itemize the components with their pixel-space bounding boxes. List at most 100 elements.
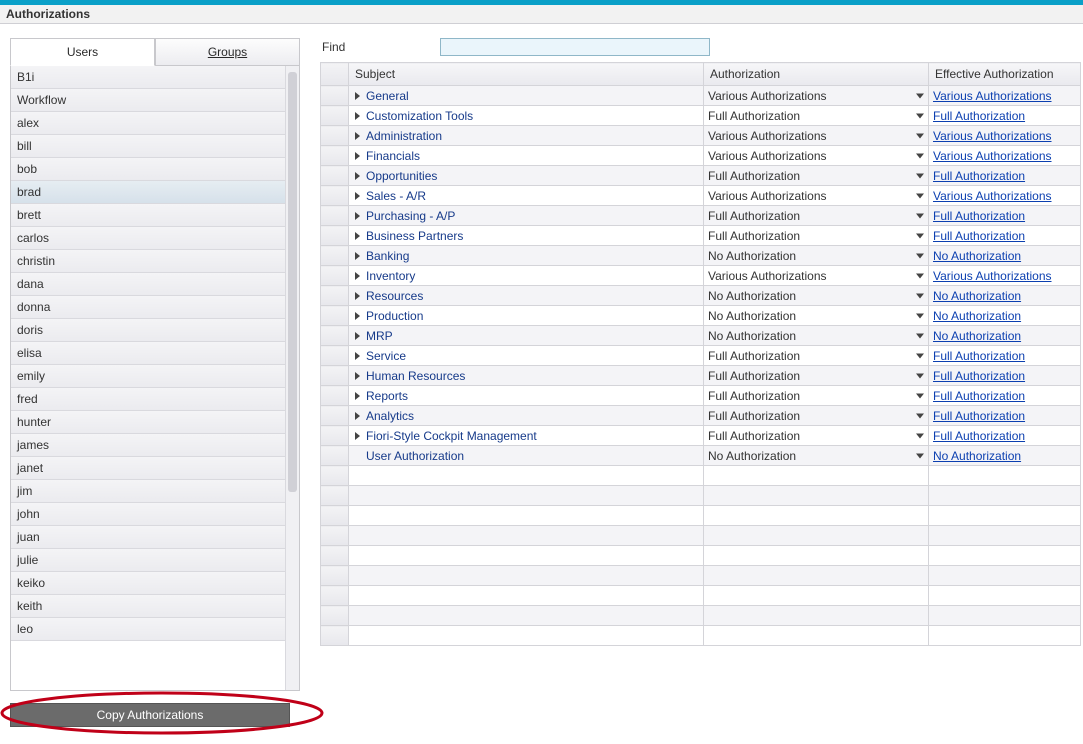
- grid-row-handle[interactable]: [321, 366, 349, 386]
- grid-header-effective[interactable]: Effective Authorization: [929, 63, 1081, 86]
- effective-link[interactable]: No Authorization: [933, 249, 1021, 263]
- user-row[interactable]: john: [11, 503, 285, 526]
- expand-icon[interactable]: [355, 212, 360, 220]
- user-row[interactable]: brett: [11, 204, 285, 227]
- effective-link[interactable]: Full Authorization: [933, 409, 1025, 423]
- user-row[interactable]: brad: [11, 181, 285, 204]
- grid-row-handle[interactable]: [321, 546, 349, 566]
- expand-icon[interactable]: [355, 192, 360, 200]
- grid-row-handle[interactable]: [321, 506, 349, 526]
- authorization-cell[interactable]: Various Authorizations: [704, 126, 929, 146]
- authorization-cell[interactable]: Full Authorization: [704, 166, 929, 186]
- user-row[interactable]: janet: [11, 457, 285, 480]
- expand-icon[interactable]: [355, 112, 360, 120]
- chevron-down-icon[interactable]: [916, 193, 924, 198]
- expand-icon[interactable]: [355, 232, 360, 240]
- grid-row-handle[interactable]: [321, 86, 349, 106]
- grid-row-handle[interactable]: [321, 266, 349, 286]
- subject-cell[interactable]: Financials: [349, 146, 704, 166]
- authorization-cell[interactable]: No Authorization: [704, 306, 929, 326]
- effective-link[interactable]: Full Authorization: [933, 389, 1025, 403]
- user-row[interactable]: elisa: [11, 342, 285, 365]
- subject-cell[interactable]: Reports: [349, 386, 704, 406]
- user-row[interactable]: james: [11, 434, 285, 457]
- effective-link[interactable]: Various Authorizations: [933, 89, 1052, 103]
- grid-row-handle[interactable]: [321, 466, 349, 486]
- authorization-cell[interactable]: Full Authorization: [704, 366, 929, 386]
- effective-link[interactable]: Full Authorization: [933, 109, 1025, 123]
- find-input[interactable]: [440, 38, 710, 56]
- user-row[interactable]: keith: [11, 595, 285, 618]
- effective-link[interactable]: Full Authorization: [933, 169, 1025, 183]
- subject-cell[interactable]: General: [349, 86, 704, 106]
- expand-icon[interactable]: [355, 152, 360, 160]
- grid-header-subject[interactable]: Subject: [349, 63, 704, 86]
- chevron-down-icon[interactable]: [916, 413, 924, 418]
- grid-row-handle[interactable]: [321, 526, 349, 546]
- expand-icon[interactable]: [355, 172, 360, 180]
- chevron-down-icon[interactable]: [916, 433, 924, 438]
- expand-icon[interactable]: [355, 352, 360, 360]
- subject-cell[interactable]: Opportunities: [349, 166, 704, 186]
- authorization-cell[interactable]: Full Authorization: [704, 386, 929, 406]
- effective-link[interactable]: Various Authorizations: [933, 129, 1052, 143]
- user-row[interactable]: leo: [11, 618, 285, 641]
- effective-link[interactable]: No Authorization: [933, 449, 1021, 463]
- chevron-down-icon[interactable]: [916, 133, 924, 138]
- subject-cell[interactable]: Inventory: [349, 266, 704, 286]
- user-row[interactable]: carlos: [11, 227, 285, 250]
- subject-cell[interactable]: Resources: [349, 286, 704, 306]
- subject-cell[interactable]: Purchasing - A/P: [349, 206, 704, 226]
- subject-cell[interactable]: Sales - A/R: [349, 186, 704, 206]
- grid-row-handle[interactable]: [321, 386, 349, 406]
- expand-icon[interactable]: [355, 392, 360, 400]
- subject-cell[interactable]: Production: [349, 306, 704, 326]
- expand-icon[interactable]: [355, 372, 360, 380]
- user-row[interactable]: B1i: [11, 66, 285, 89]
- grid-row-handle[interactable]: [321, 106, 349, 126]
- tab-users[interactable]: Users: [10, 38, 155, 66]
- chevron-down-icon[interactable]: [916, 253, 924, 258]
- user-row[interactable]: donna: [11, 296, 285, 319]
- subject-cell[interactable]: User Authorization: [349, 446, 704, 466]
- subject-cell[interactable]: Service: [349, 346, 704, 366]
- expand-icon[interactable]: [355, 412, 360, 420]
- chevron-down-icon[interactable]: [916, 173, 924, 178]
- grid-row-handle[interactable]: [321, 246, 349, 266]
- authorization-cell[interactable]: No Authorization: [704, 246, 929, 266]
- grid-row-handle[interactable]: [321, 146, 349, 166]
- user-row[interactable]: bob: [11, 158, 285, 181]
- chevron-down-icon[interactable]: [916, 213, 924, 218]
- user-row[interactable]: alex: [11, 112, 285, 135]
- expand-icon[interactable]: [355, 92, 360, 100]
- authorization-cell[interactable]: No Authorization: [704, 286, 929, 306]
- user-row[interactable]: jim: [11, 480, 285, 503]
- user-row[interactable]: bill: [11, 135, 285, 158]
- user-row[interactable]: emily: [11, 365, 285, 388]
- user-row[interactable]: fred: [11, 388, 285, 411]
- grid-row-handle[interactable]: [321, 626, 349, 646]
- grid-row-handle[interactable]: [321, 486, 349, 506]
- authorization-cell[interactable]: Various Authorizations: [704, 186, 929, 206]
- effective-link[interactable]: No Authorization: [933, 289, 1021, 303]
- grid-row-handle[interactable]: [321, 226, 349, 246]
- chevron-down-icon[interactable]: [916, 113, 924, 118]
- effective-link[interactable]: Various Authorizations: [933, 189, 1052, 203]
- grid-row-handle[interactable]: [321, 586, 349, 606]
- user-row[interactable]: keiko: [11, 572, 285, 595]
- copy-authorizations-button[interactable]: Copy Authorizations: [10, 703, 290, 727]
- grid-header-authorization[interactable]: Authorization: [704, 63, 929, 86]
- authorization-cell[interactable]: Various Authorizations: [704, 86, 929, 106]
- user-list-scrollbar[interactable]: [285, 66, 299, 690]
- subject-cell[interactable]: Business Partners: [349, 226, 704, 246]
- grid-row-handle[interactable]: [321, 286, 349, 306]
- chevron-down-icon[interactable]: [916, 233, 924, 238]
- authorization-cell[interactable]: Full Authorization: [704, 346, 929, 366]
- chevron-down-icon[interactable]: [916, 293, 924, 298]
- user-row[interactable]: Workflow: [11, 89, 285, 112]
- grid-row-handle[interactable]: [321, 166, 349, 186]
- authorization-cell[interactable]: Various Authorizations: [704, 146, 929, 166]
- effective-link[interactable]: No Authorization: [933, 329, 1021, 343]
- effective-link[interactable]: Various Authorizations: [933, 149, 1052, 163]
- grid-row-handle[interactable]: [321, 306, 349, 326]
